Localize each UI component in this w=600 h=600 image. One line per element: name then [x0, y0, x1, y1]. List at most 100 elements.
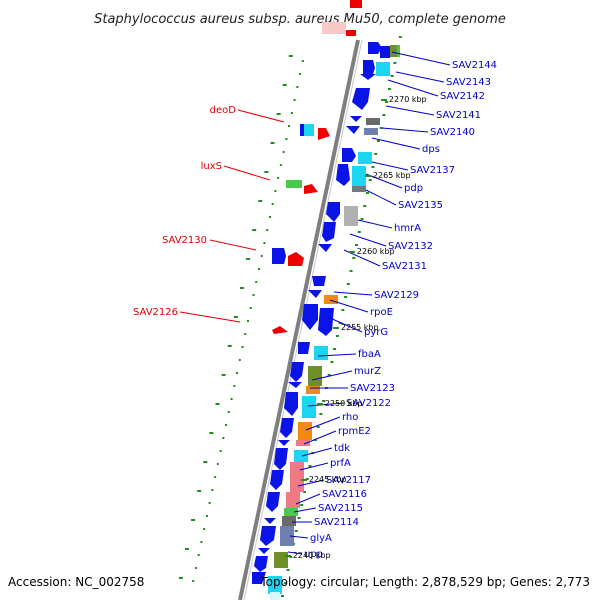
track-dot [274, 190, 277, 192]
gene-arrow [266, 492, 280, 512]
right-gene-label: SAV2141 [436, 110, 481, 121]
gene-arrow [312, 276, 326, 286]
gene-arrow [350, 116, 362, 122]
track-tick [270, 142, 275, 144]
rna-feature [272, 326, 288, 334]
track-tick [203, 461, 208, 463]
leader-line [295, 493, 321, 505]
track-dot [341, 309, 345, 311]
track-dot [335, 335, 339, 337]
left-gene-labels: deoD luxS SAV2130 SAV2126 [133, 105, 285, 323]
track-dot [205, 515, 208, 517]
track-tick [264, 171, 269, 173]
left-tick-track [178, 55, 293, 579]
gene-arrow [278, 440, 290, 446]
kbp-marker-label: 2245 kbp [309, 475, 347, 484]
track-dot [368, 179, 372, 181]
gene-arrow [264, 518, 276, 524]
leader-line [237, 109, 285, 123]
gene-arrow [360, 74, 376, 80]
leader-line [371, 161, 409, 171]
gene-arrow [288, 382, 302, 388]
track-dot [371, 166, 375, 168]
track-dot [360, 218, 364, 220]
track-dot [349, 270, 353, 272]
track-dot [374, 153, 378, 155]
track-tick [276, 113, 281, 115]
accession-text: Accession: NC_002758 [8, 575, 144, 589]
gene-block [284, 508, 298, 516]
track-dot [277, 177, 280, 179]
gene-arrow [380, 46, 392, 58]
right-gene-label: SAV2116 [322, 489, 367, 500]
left-strand-features [272, 124, 330, 334]
track-dot [302, 491, 306, 493]
track-dot [288, 125, 291, 127]
leader-line [329, 299, 369, 313]
leader-line [289, 535, 309, 539]
gene-arrow [274, 448, 288, 470]
gene-block [314, 346, 328, 360]
leader-line [287, 551, 303, 555]
gene-arrow [322, 222, 336, 242]
right-gene-label: murZ [354, 366, 381, 377]
track-dot [297, 517, 301, 519]
track-dot [230, 398, 233, 400]
track-dot [385, 101, 389, 103]
track-dot [222, 437, 225, 439]
right-strand-genes [252, 42, 400, 600]
track-dot [393, 62, 397, 64]
right-gene-label: SAV2129 [374, 290, 419, 301]
track-tick [191, 519, 196, 521]
gene-block [344, 206, 358, 226]
gene-block [268, 576, 282, 594]
leader-line [299, 462, 329, 471]
track-dot [236, 372, 239, 374]
gene-block [296, 440, 310, 446]
gene-arrow [272, 248, 286, 264]
gene-block [306, 386, 320, 394]
kbp-marker-label: 2240 kbp [293, 551, 331, 560]
leader-line [333, 291, 373, 296]
leader-line [371, 137, 421, 150]
gene-arrow [290, 362, 304, 382]
right-gene-label: upp [304, 549, 323, 560]
leader-line [385, 105, 435, 116]
track-dot [316, 426, 320, 428]
right-gene-label: SAV2137 [410, 165, 455, 176]
leader-line [305, 416, 341, 431]
track-dot [293, 99, 296, 101]
track-dot [194, 567, 197, 569]
right-gene-label: SAV2140 [430, 127, 475, 138]
inner-dot-track [192, 60, 304, 582]
leader-line [307, 402, 345, 407]
track-dot [263, 242, 266, 244]
track-dot [214, 476, 217, 478]
track-dot [192, 580, 195, 582]
leader-line [293, 507, 317, 513]
right-gene-label: dps [422, 144, 440, 155]
track-dot [279, 164, 282, 166]
right-gene-label: fbaA [358, 349, 381, 360]
gene-block [290, 462, 304, 492]
gene-block [397, 45, 400, 57]
track-dot [327, 374, 331, 376]
track-dot [286, 569, 290, 571]
right-gene-label: tdk [334, 443, 350, 454]
track-dot [290, 112, 293, 114]
track-dot [376, 140, 380, 142]
leader-line [223, 165, 271, 181]
track-dot [299, 73, 302, 75]
track-dot [346, 283, 350, 285]
track-dot [357, 231, 361, 233]
gene-block [352, 186, 366, 192]
gene-arrow [342, 148, 356, 162]
gene-block [286, 492, 300, 508]
track-tick [282, 84, 287, 86]
right-gene-label: SAV2132 [388, 241, 433, 252]
track-dot [344, 296, 348, 298]
right-gene-label: SAV2123 [350, 383, 395, 394]
track-dot [365, 192, 369, 194]
genome-title: Staphylococcus aureus subsp. aureus Mu50… [94, 12, 506, 27]
track-tick [288, 55, 293, 57]
